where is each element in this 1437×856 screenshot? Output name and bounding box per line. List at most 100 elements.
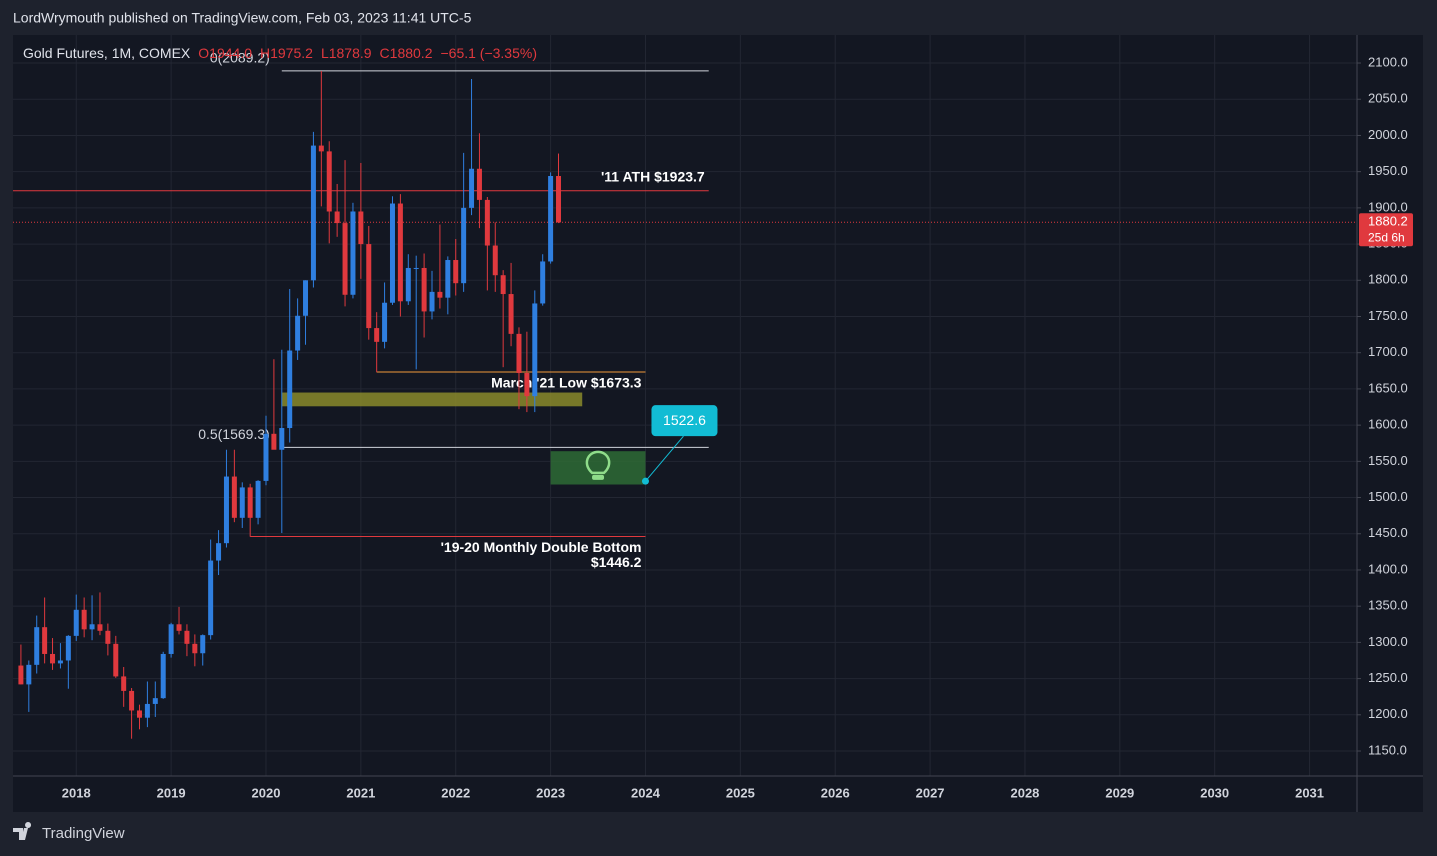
countdown-label: 25d 6h — [1368, 230, 1405, 244]
candle-body — [113, 643, 119, 677]
candle-body — [239, 487, 245, 518]
y-tick-label: 1950.0 — [1368, 163, 1408, 178]
legend: Gold Futures, 1M, COMEX O1944.0 H1975.2 L18… — [23, 45, 537, 61]
candle-body — [295, 315, 301, 351]
y-tick-label: 1750.0 — [1368, 308, 1408, 323]
candle-body — [89, 624, 95, 630]
candle-body — [184, 630, 190, 644]
y-tick-label: 1800.0 — [1368, 272, 1408, 287]
candle-body — [437, 291, 443, 298]
y-tick-label: 1900.0 — [1368, 199, 1408, 214]
candle-body — [34, 627, 40, 665]
y-tick-label: 2050.0 — [1368, 91, 1408, 106]
chart-panel — [13, 35, 1423, 812]
candle-body — [136, 710, 142, 718]
candle-body — [334, 211, 340, 224]
y-tick-label: 2000.0 — [1368, 127, 1408, 142]
candle-body — [73, 609, 79, 636]
candle-body — [516, 333, 522, 373]
y-tick-label: 1450.0 — [1368, 525, 1408, 540]
candle-body — [366, 244, 372, 329]
level-label: $1446.2 — [591, 554, 642, 570]
zone — [281, 392, 583, 407]
level-label: '11 ATH $1923.7 — [601, 168, 705, 184]
x-tick-label: 2027 — [916, 785, 945, 800]
candle-body — [421, 267, 427, 312]
brand-logo: TradingView — [13, 822, 125, 842]
candle-body — [469, 168, 475, 208]
ohlc-value: C1880.2 — [380, 45, 433, 61]
fib-label: 0.5(1569.3) — [198, 426, 270, 442]
x-tick-label: 2028 — [1010, 785, 1039, 800]
level-label: March '21 Low $1673.3 — [491, 375, 642, 391]
candle-body — [303, 280, 309, 316]
candle-body — [263, 433, 269, 481]
y-tick-label: 1350.0 — [1368, 598, 1408, 613]
ohlc-value: L1878.9 — [321, 45, 372, 61]
axes: 1150.0 1200.0 1250.0 1300.0 1350.0 1400.0 1450… — [62, 54, 1413, 800]
candle-body — [342, 223, 348, 295]
candle-body — [176, 624, 182, 631]
candle-body — [255, 480, 261, 518]
candle-body — [192, 643, 198, 654]
candle-body — [382, 302, 388, 342]
candle-body — [374, 328, 380, 342]
candle-body — [208, 560, 214, 636]
candle-body — [200, 635, 206, 654]
candle-body — [476, 168, 482, 200]
candle-body — [129, 690, 135, 711]
y-tick-label: 1700.0 — [1368, 344, 1408, 359]
candle-body — [532, 303, 538, 397]
candle-body — [247, 487, 253, 518]
symbol-name: Gold Futures, 1M, COMEX — [23, 45, 191, 61]
level-label: '19-20 Monthly Double Bottom — [441, 539, 642, 555]
candle-body — [397, 203, 403, 302]
ohlc-value: −65.1 (−3.35%) — [440, 45, 537, 61]
y-tick-label: 1400.0 — [1368, 561, 1408, 576]
idea-icon — [585, 450, 611, 480]
candle-body — [492, 245, 498, 276]
candle-body — [279, 428, 285, 450]
publish-info: LordWrymouth published on TradingView.co… — [13, 10, 472, 26]
callout-point — [641, 477, 649, 485]
callout-label: 1522.6 — [663, 412, 706, 428]
candle-body — [326, 151, 332, 212]
symbol-legend: Gold Futures, 1M, COMEX O1944.0 H1975.2 L18… — [23, 45, 537, 61]
candle-body — [152, 698, 158, 704]
y-tick-label: 1650.0 — [1368, 380, 1408, 395]
x-tick-label: 2024 — [631, 785, 661, 800]
x-tick-label: 2018 — [62, 785, 91, 800]
candle-body — [105, 630, 111, 644]
candle-body — [18, 665, 24, 685]
y-tick-label: 1250.0 — [1368, 670, 1408, 685]
last-price-badge — [1359, 213, 1413, 247]
ohlc-value: H1975.2 — [260, 45, 313, 61]
candle-body — [461, 207, 467, 284]
y-tick-label: 1300.0 — [1368, 634, 1408, 649]
candle-body — [413, 267, 419, 269]
candle-body — [160, 653, 166, 699]
brand-name: TradingView — [42, 825, 125, 842]
candle-body — [287, 350, 293, 429]
candle-body — [271, 433, 277, 450]
candle-body — [216, 543, 222, 561]
candle-body — [318, 145, 324, 152]
x-tick-label: 2026 — [821, 785, 850, 800]
candle-body — [524, 372, 530, 397]
candle-body — [389, 203, 395, 303]
candle-body — [65, 635, 71, 661]
candle-body — [358, 211, 364, 245]
candle-body — [540, 261, 546, 304]
candle-body — [548, 176, 554, 262]
y-tick-label: 2100.0 — [1368, 54, 1408, 69]
y-tick-label: 1550.0 — [1368, 453, 1408, 468]
y-tick-label: 1500.0 — [1368, 489, 1408, 504]
callout-leader — [645, 435, 684, 482]
x-tick-label: 2019 — [157, 785, 186, 800]
candle-body — [445, 260, 451, 298]
candle-body — [81, 609, 87, 630]
x-tick-label: 2021 — [346, 785, 375, 800]
x-tick-label: 2030 — [1200, 785, 1229, 800]
